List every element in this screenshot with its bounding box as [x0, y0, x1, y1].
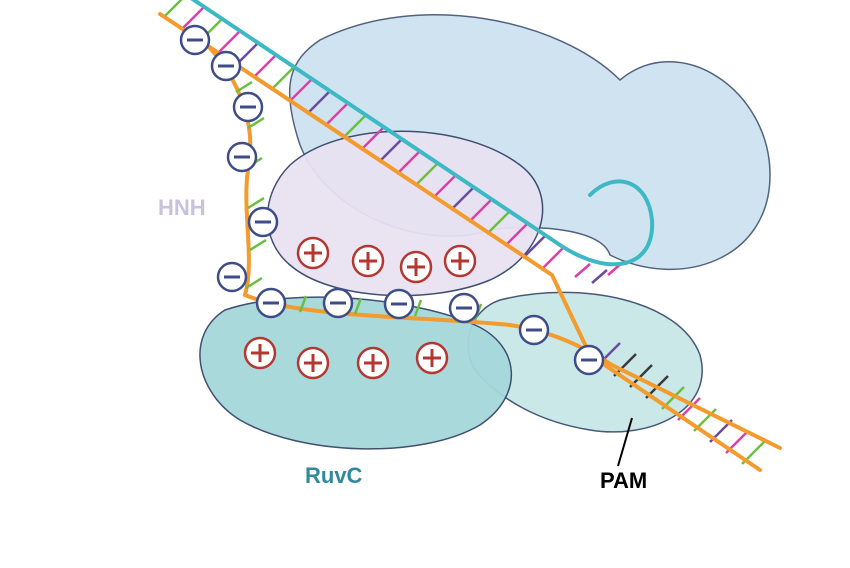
- hnh-label: HNH: [158, 195, 206, 221]
- pam-label: PAM: [600, 468, 647, 494]
- crispr-diagram: [0, 0, 850, 568]
- ruvc-label: RuvC: [305, 463, 362, 489]
